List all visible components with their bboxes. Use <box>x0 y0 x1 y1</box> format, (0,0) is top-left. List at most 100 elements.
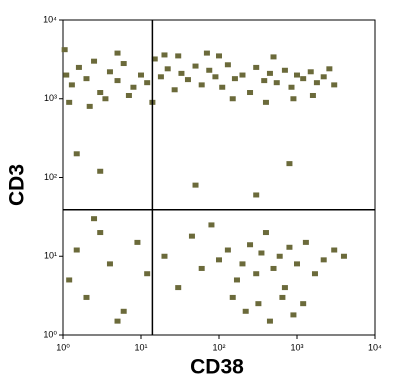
y-tick-label: 10² <box>44 172 57 182</box>
dot <box>253 271 260 277</box>
dot <box>97 230 104 236</box>
dot <box>224 62 231 68</box>
dot <box>239 72 246 78</box>
dot <box>91 58 98 64</box>
dot <box>97 168 104 174</box>
dot <box>83 294 90 300</box>
dot <box>311 271 318 277</box>
dot <box>294 72 300 78</box>
dot <box>258 250 265 256</box>
dot <box>198 82 205 88</box>
dot <box>161 52 168 58</box>
dot <box>61 47 68 53</box>
dot <box>114 318 121 324</box>
dot <box>102 96 109 102</box>
dot <box>239 261 246 267</box>
dot <box>313 80 320 86</box>
dot <box>253 64 260 70</box>
dot <box>188 233 195 239</box>
dot <box>233 277 240 283</box>
dot <box>86 103 93 109</box>
dot <box>91 216 98 222</box>
x-tick-label: 10¹ <box>134 342 147 352</box>
dot <box>97 90 104 96</box>
dot <box>192 63 199 69</box>
dot <box>120 61 127 67</box>
dot <box>300 76 307 82</box>
dot <box>294 261 300 267</box>
dot <box>290 96 297 102</box>
dot <box>212 74 219 80</box>
dot <box>184 77 191 83</box>
dot <box>144 271 151 277</box>
dot <box>130 84 137 90</box>
dot <box>120 308 127 314</box>
x-axis-label: CD38 <box>190 356 244 379</box>
dot <box>326 66 333 72</box>
dot <box>192 182 199 188</box>
dot <box>281 67 288 73</box>
dot <box>164 66 171 72</box>
dot <box>208 222 215 228</box>
dot <box>270 265 277 271</box>
dot <box>216 53 222 59</box>
x-tick-label: 10² <box>212 342 225 352</box>
dot <box>290 312 297 318</box>
dot <box>144 80 151 86</box>
dot <box>279 294 286 300</box>
dot <box>224 247 231 253</box>
dot <box>273 80 280 86</box>
dot <box>286 244 293 250</box>
dot <box>281 285 288 291</box>
dot <box>198 265 205 271</box>
x-tick-label: 10⁰ <box>56 342 70 352</box>
dot <box>331 247 338 253</box>
dot <box>242 308 249 314</box>
dot <box>106 261 113 267</box>
dot <box>175 285 182 291</box>
dot <box>302 239 309 245</box>
dot <box>219 84 226 90</box>
dot <box>270 54 277 60</box>
dot <box>253 192 260 198</box>
y-tick-label: 10⁰ <box>43 329 57 339</box>
dot <box>307 69 314 75</box>
dot <box>73 151 80 157</box>
y-axis-label: CD3 <box>6 164 29 206</box>
dot <box>114 78 121 84</box>
dot <box>125 92 132 98</box>
dot <box>66 277 73 283</box>
dot <box>138 72 144 78</box>
dot <box>114 50 121 56</box>
dot <box>83 76 90 82</box>
dot <box>151 56 158 62</box>
dot <box>161 253 168 259</box>
dot <box>203 50 210 56</box>
y-tick-label: 10¹ <box>44 251 57 261</box>
dot <box>320 257 327 263</box>
dot <box>175 53 182 59</box>
x-tick-label: 10⁴ <box>368 342 382 352</box>
dot <box>300 301 307 307</box>
dot <box>320 74 327 80</box>
dot <box>286 161 293 167</box>
dot <box>247 242 254 248</box>
dot <box>255 301 262 307</box>
dot <box>134 239 141 245</box>
dot <box>178 70 185 76</box>
dot <box>340 253 347 259</box>
dot <box>106 69 113 75</box>
dot <box>206 67 213 73</box>
dot <box>231 76 238 82</box>
dot <box>171 87 178 93</box>
dot <box>68 82 75 88</box>
dot <box>247 90 254 96</box>
dot <box>261 78 268 84</box>
y-tick-label: 10³ <box>44 93 57 103</box>
dot <box>229 96 236 102</box>
y-tick-label: 10⁴ <box>43 14 57 24</box>
dot <box>266 318 273 324</box>
dot <box>75 64 82 70</box>
dot <box>63 72 70 78</box>
